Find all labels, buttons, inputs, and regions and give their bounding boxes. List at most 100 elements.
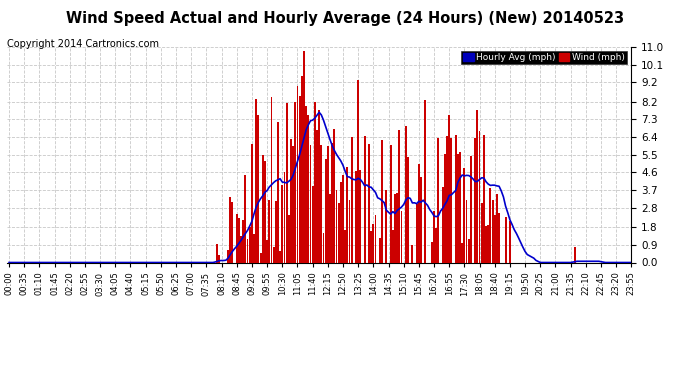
Bar: [325, 159, 326, 262]
Bar: [364, 136, 366, 262]
Bar: [373, 225, 374, 262]
Bar: [255, 99, 257, 262]
Bar: [246, 238, 248, 262]
Bar: [316, 130, 318, 262]
Bar: [270, 97, 273, 262]
Bar: [320, 145, 322, 262]
Bar: [244, 175, 246, 262]
Bar: [437, 138, 440, 262]
Bar: [259, 253, 262, 262]
Bar: [284, 172, 286, 262]
Bar: [468, 238, 470, 262]
Bar: [340, 182, 342, 262]
Bar: [240, 236, 242, 262]
Bar: [379, 238, 381, 262]
Bar: [307, 116, 309, 262]
Bar: [342, 175, 344, 262]
Bar: [331, 143, 333, 262]
Bar: [333, 129, 335, 262]
Bar: [264, 161, 266, 262]
Bar: [344, 230, 346, 262]
Bar: [459, 152, 461, 262]
Bar: [318, 110, 320, 262]
Bar: [266, 240, 268, 262]
Bar: [446, 136, 448, 262]
Bar: [481, 203, 483, 262]
Bar: [242, 219, 244, 262]
Bar: [411, 245, 413, 262]
Bar: [229, 197, 231, 262]
Bar: [273, 247, 275, 262]
Bar: [359, 170, 362, 262]
Bar: [257, 116, 259, 262]
Bar: [574, 246, 576, 262]
Bar: [253, 234, 255, 262]
Bar: [496, 194, 498, 262]
Bar: [301, 76, 303, 262]
Bar: [238, 217, 240, 262]
Bar: [337, 203, 339, 262]
Bar: [448, 116, 450, 262]
Bar: [219, 255, 220, 262]
Bar: [451, 138, 453, 262]
Bar: [346, 167, 348, 262]
Bar: [492, 200, 493, 262]
Bar: [407, 157, 409, 262]
Bar: [355, 171, 357, 262]
Bar: [509, 221, 511, 262]
Bar: [368, 144, 370, 262]
Bar: [504, 217, 506, 262]
Bar: [277, 122, 279, 262]
Bar: [327, 146, 328, 262]
Bar: [322, 234, 324, 262]
Bar: [279, 251, 281, 262]
Legend: Hourly Avg (mph), Wind (mph): Hourly Avg (mph), Wind (mph): [461, 51, 627, 64]
Bar: [416, 204, 417, 262]
Bar: [474, 138, 476, 262]
Bar: [297, 86, 298, 262]
Text: Copyright 2014 Cartronics.com: Copyright 2014 Cartronics.com: [7, 39, 159, 50]
Bar: [444, 154, 446, 262]
Bar: [314, 102, 316, 262]
Bar: [329, 194, 331, 262]
Bar: [381, 140, 383, 262]
Bar: [351, 137, 353, 262]
Bar: [236, 214, 237, 262]
Bar: [390, 145, 392, 262]
Bar: [231, 202, 233, 262]
Bar: [470, 156, 472, 262]
Bar: [310, 145, 311, 262]
Text: Wind Speed Actual and Hourly Average (24 Hours) (New) 20140523: Wind Speed Actual and Hourly Average (24…: [66, 11, 624, 26]
Bar: [455, 135, 457, 262]
Bar: [420, 177, 422, 262]
Bar: [295, 102, 296, 262]
Bar: [431, 242, 433, 262]
Bar: [375, 214, 377, 262]
Bar: [299, 96, 301, 262]
Bar: [477, 110, 478, 262]
Bar: [288, 215, 290, 262]
Bar: [251, 144, 253, 262]
Bar: [386, 190, 387, 262]
Bar: [312, 186, 313, 262]
Bar: [275, 201, 277, 262]
Bar: [396, 193, 398, 262]
Bar: [485, 226, 487, 262]
Bar: [464, 168, 465, 262]
Bar: [479, 131, 480, 262]
Bar: [483, 135, 485, 262]
Bar: [394, 194, 396, 262]
Bar: [227, 251, 229, 262]
Bar: [498, 213, 500, 262]
Bar: [462, 243, 463, 262]
Bar: [401, 211, 402, 262]
Bar: [418, 164, 420, 262]
Bar: [357, 80, 359, 262]
Bar: [268, 200, 270, 262]
Bar: [494, 214, 495, 262]
Bar: [249, 227, 250, 262]
Bar: [457, 154, 459, 262]
Bar: [433, 211, 435, 262]
Bar: [262, 154, 264, 262]
Bar: [435, 228, 437, 262]
